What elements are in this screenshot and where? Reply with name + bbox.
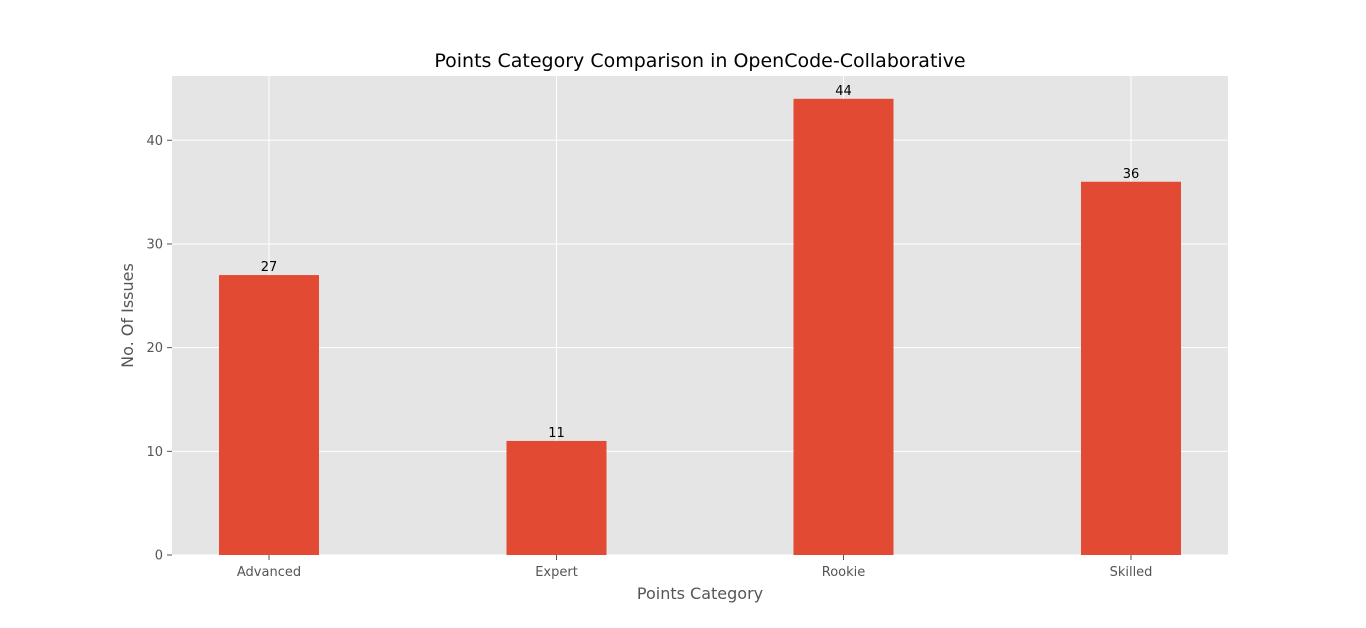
- chart-title: Points Category Comparison in OpenCode-C…: [434, 50, 965, 72]
- x-tick-label: Skilled: [1110, 565, 1153, 580]
- x-tick-label: Rookie: [822, 565, 866, 580]
- data-label: 44: [835, 84, 852, 99]
- y-tick-label: 30: [146, 237, 163, 252]
- data-label: 36: [1123, 167, 1140, 182]
- x-axis-ticks: Advanced Expert Rookie Skilled: [237, 555, 1153, 580]
- y-tick-label: 10: [146, 445, 163, 460]
- x-tick-label: Advanced: [237, 565, 301, 580]
- bar-rookie: [793, 98, 894, 556]
- plot-background: [172, 76, 1228, 555]
- data-label: 27: [261, 260, 278, 275]
- y-tick-label: 40: [146, 134, 163, 149]
- y-tick-label: 20: [146, 341, 163, 356]
- x-tick-label: Expert: [535, 565, 578, 580]
- data-label: 11: [548, 426, 565, 441]
- y-axis-label: No. Of Issues: [118, 263, 137, 368]
- y-axis-ticks: 0 10 20 30 40: [146, 134, 172, 564]
- data-label-layer: 27 11 44 36: [261, 84, 1140, 441]
- bar-expert: [506, 440, 607, 555]
- x-axis-label: Points Category: [637, 584, 763, 603]
- bar-advanced: [219, 275, 319, 555]
- bar-skilled: [1081, 181, 1181, 556]
- y-tick-label: 0: [155, 549, 163, 564]
- bar-layer: [219, 98, 1181, 556]
